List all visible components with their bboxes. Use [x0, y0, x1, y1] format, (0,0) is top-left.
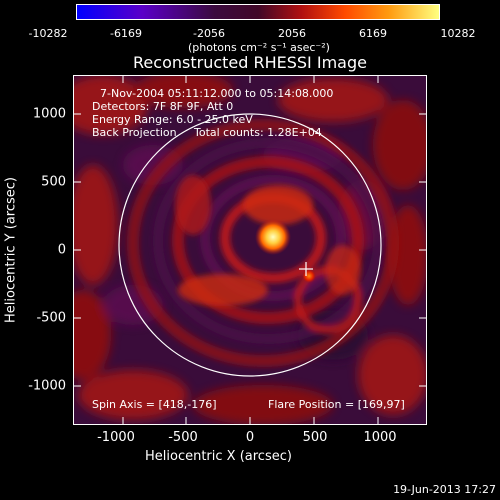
solar-limb — [118, 113, 382, 377]
rhessi-image — [73, 75, 427, 425]
info-time-range: 7-Nov-2004 05:11:12.000 to 05:14:08.000 — [100, 87, 334, 100]
colorbar-tick: 6169 — [359, 27, 387, 40]
y-tick-label: 0 — [57, 242, 66, 258]
y-tick-label: 1000 — [32, 106, 66, 122]
footer-timestamp: 19-Jun-2013 17:27 — [393, 483, 496, 496]
x-tick-label: 0 — [245, 430, 255, 445]
flare-source — [255, 219, 291, 255]
axis-ticks — [73, 75, 427, 425]
colorbar — [76, 4, 440, 20]
colorbar-tick: 2056 — [278, 27, 306, 40]
info-detectors: Detectors: 7F 8F 9F, Att 0 — [92, 100, 234, 113]
info-energy-range: Energy Range: 6.0 - 25.0 keV — [92, 113, 253, 126]
y-tick-label: 500 — [41, 174, 66, 190]
info-method: Back Projection — [92, 126, 177, 139]
y-tick-label: -500 — [36, 310, 66, 326]
info-total-counts: Total counts: 1.28E+04 — [194, 126, 322, 139]
x-axis-label: Heliocentric X (arcsec) — [145, 449, 292, 464]
colorbar-unit: (photons cm⁻² s⁻¹ asec⁻²) — [188, 41, 330, 54]
x-tick-label: 500 — [302, 430, 328, 445]
x-tick-label: -1000 — [97, 430, 135, 445]
spin-axis-marker — [299, 262, 313, 276]
colorbar-tick: -10282 — [28, 27, 68, 40]
info-flare-position: Flare Position = [169,97] — [268, 398, 405, 411]
x-tick-label: 1000 — [363, 430, 397, 445]
y-tick-label: -1000 — [28, 378, 66, 394]
colorbar-tick: 10282 — [440, 27, 476, 40]
y-axis-label: Heliocentric Y (arcsec) — [3, 177, 19, 323]
info-spin-axis: Spin Axis = [418,-176] — [92, 398, 217, 411]
x-tick-label: -500 — [168, 430, 198, 445]
page-title: Reconstructed RHESSI Image — [133, 53, 367, 72]
colorbar-tick: -2056 — [193, 27, 225, 40]
colorbar-tick: -6169 — [110, 27, 142, 40]
